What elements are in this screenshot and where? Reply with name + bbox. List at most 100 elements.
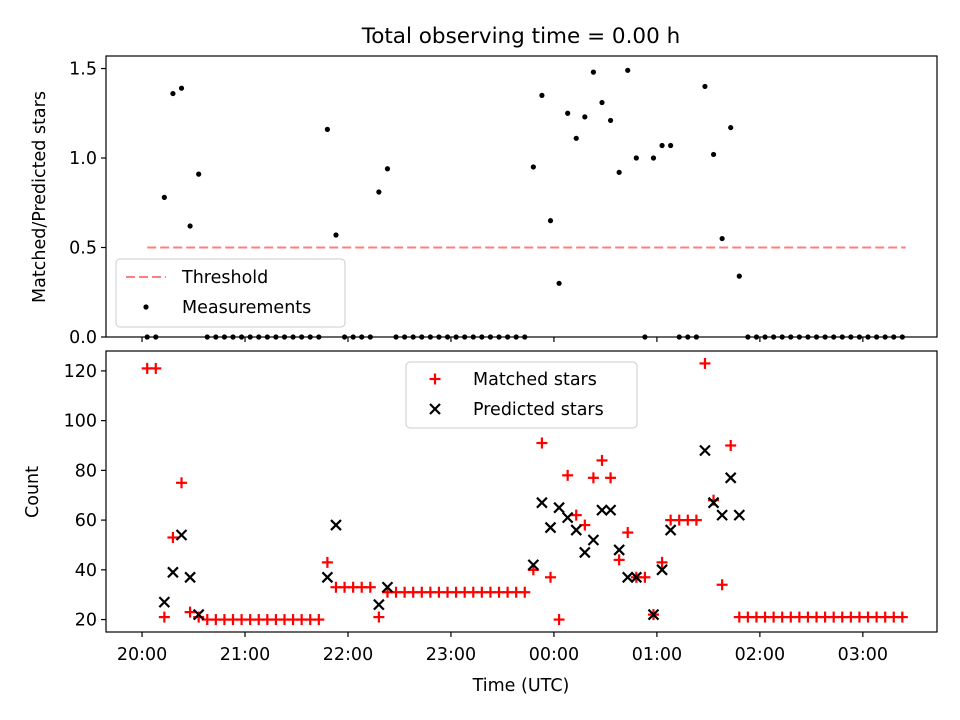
legend-matched-label: Matched stars <box>473 370 597 390</box>
matched-point <box>605 472 617 484</box>
predicted-point <box>621 571 634 584</box>
matched-point <box>313 614 325 626</box>
legend-threshold-label: Threshold <box>181 268 268 288</box>
predicted-point-stroke-b <box>724 472 737 484</box>
measurement-point <box>625 67 631 73</box>
matched-point <box>321 556 333 568</box>
predicted-point-stroke-b <box>561 511 574 524</box>
x-axis-label: Time (UTC) <box>472 676 570 696</box>
predicted-point-stroke-b <box>664 524 677 536</box>
legend-measurements-label: Measurements <box>182 298 311 318</box>
measurement-point <box>556 280 562 286</box>
bottom-x-tick-label: 21:00 <box>220 645 270 665</box>
predicted-point <box>527 559 540 571</box>
predicted-point-stroke-b <box>570 524 583 536</box>
predicted-point <box>167 566 179 579</box>
predicted-point-stroke-b <box>321 571 334 584</box>
matched-point <box>158 611 170 623</box>
legend-measurements-swatch <box>143 304 149 310</box>
matched-point <box>562 469 574 481</box>
matched-point <box>184 606 196 618</box>
predicted-point <box>630 571 643 584</box>
predicted-point-stroke-b <box>553 501 565 514</box>
matched-point <box>587 472 599 484</box>
predicted-point-stroke-b <box>716 509 728 521</box>
measurement-point <box>187 223 193 229</box>
top-y-ticks: 0.0 0.5 1.0 1.5 <box>69 60 106 348</box>
predicted-point <box>656 564 668 576</box>
measurement-point <box>565 110 571 116</box>
predicted-point-stroke-b <box>373 598 385 611</box>
measurement-point <box>668 142 674 149</box>
matched-point <box>596 454 608 466</box>
predicted-point <box>158 596 171 608</box>
measurement-point <box>607 117 614 124</box>
predicted-point <box>192 608 205 621</box>
measurement-point <box>736 273 742 279</box>
predicted-point <box>175 529 188 541</box>
predicted-point <box>707 496 720 509</box>
predicted-point <box>733 509 746 521</box>
predicted-point-stroke-b <box>587 534 600 546</box>
predicted-point-stroke-b <box>544 521 557 534</box>
predicted-point <box>664 524 677 536</box>
measurement-point <box>161 194 167 200</box>
measurement-point <box>599 99 605 106</box>
predicted-point <box>381 581 394 594</box>
matched-point <box>364 581 376 593</box>
legend-predicted-marker-stroke-b <box>429 403 441 415</box>
measurement-point <box>170 90 176 97</box>
legend-matched-swatch <box>429 373 441 385</box>
matched-point <box>716 579 728 591</box>
matched-point <box>176 477 188 489</box>
matched-point <box>896 611 908 623</box>
measurement-point <box>539 92 545 98</box>
predicted-point-stroke-b <box>175 529 188 541</box>
predicted-point <box>321 571 334 584</box>
predicted-point-stroke-b <box>613 544 625 556</box>
bottom-y-tick-label: 100 <box>64 412 97 432</box>
bottom-x-tick-label: 00:00 <box>529 645 579 665</box>
legend-matched-marker <box>429 373 441 385</box>
bottom-y-axis-label: Count <box>23 466 43 518</box>
top-y-tick-label: 1.5 <box>69 60 97 80</box>
matched-point <box>699 357 711 369</box>
bottom-x-tick-label: 23:00 <box>426 645 476 665</box>
predicted-point <box>544 521 557 534</box>
predicted-point-stroke-b <box>167 566 179 579</box>
predicted-point-stroke-b <box>192 608 205 621</box>
bottom-x-tick-label: 01:00 <box>632 645 682 665</box>
top-y-tick-label: 0.5 <box>69 239 97 259</box>
measurement-point <box>633 155 639 161</box>
measurement-point <box>659 142 665 149</box>
matched-point <box>570 509 582 521</box>
top-axes-frame <box>105 55 938 338</box>
top-x-ticks <box>141 337 864 342</box>
matched-point <box>639 571 651 583</box>
top-y-axis-label: Matched/Predicted stars <box>30 91 50 303</box>
top-markers <box>144 67 905 340</box>
matched-point <box>545 571 557 583</box>
measurement-point <box>590 69 597 75</box>
matched-point <box>519 586 531 598</box>
predicted-point-stroke-b <box>536 496 548 509</box>
predicted-point-stroke-b <box>158 596 171 608</box>
predicted-point-stroke-b <box>596 504 608 516</box>
measurement-point <box>719 235 725 242</box>
predicted-point-stroke-b <box>707 496 720 509</box>
top-legend-box <box>115 258 346 328</box>
top-y-tick-label: 0.0 <box>69 328 97 348</box>
predicted-point <box>724 472 737 484</box>
measurement-point <box>324 126 330 132</box>
predicted-point-stroke-b <box>579 546 591 559</box>
predicted-point <box>373 598 385 611</box>
measurement-point <box>547 218 554 224</box>
predicted-point <box>699 444 711 457</box>
matched-point <box>622 527 634 539</box>
top-y-tick-label: 1.0 <box>69 149 97 169</box>
bottom-y-tick-label: 20 <box>75 611 97 631</box>
predicted-point-stroke-b <box>699 444 711 457</box>
top-panel: 0.0 0.5 1.0 1.5 Matched/Predicted stars Thr… <box>30 55 938 348</box>
predicted-point <box>716 509 728 521</box>
